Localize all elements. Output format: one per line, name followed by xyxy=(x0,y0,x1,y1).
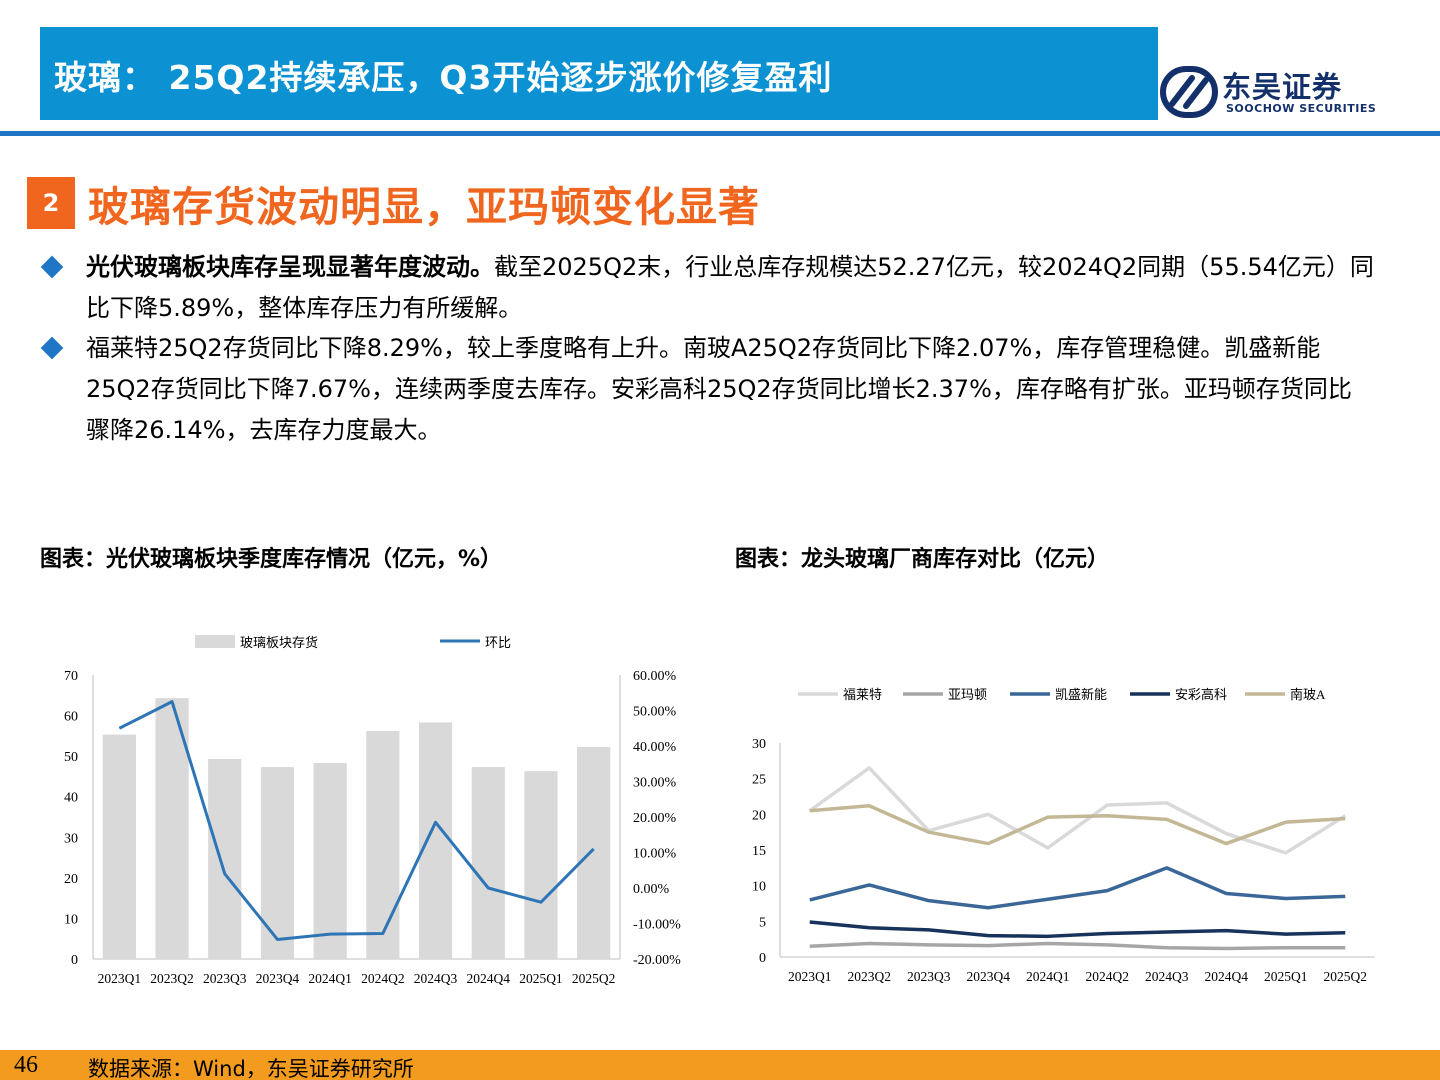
legend-label: 福莱特 xyxy=(843,687,882,702)
left-y-tick-label: 20 xyxy=(64,872,78,887)
x-tick-label: 2024Q2 xyxy=(361,971,405,986)
right-y-tick-label: 50.00% xyxy=(633,705,677,720)
x-tick-label: 2024Q1 xyxy=(1026,969,1070,984)
page-number: 46 xyxy=(14,1052,38,1078)
right-y-tick-label: 30.00% xyxy=(633,776,677,791)
right-y-tick-label: 0.00% xyxy=(633,882,670,897)
footer-bar xyxy=(0,1050,1440,1080)
y-tick-label: 10 xyxy=(752,880,766,895)
legend-label: 安彩高科 xyxy=(1175,687,1227,702)
bullet-item: 福莱特25Q2存货同比下降8.29%，较上季度略有上升。南玻A25Q2存货同比下… xyxy=(40,328,1374,453)
legend-swatch-bar xyxy=(195,635,235,648)
bullet-body: 截至2025Q2末，行业总库存规模达52.27亿元，较2024Q2同期（55.5… xyxy=(86,253,1374,322)
x-tick-label: 2025Q2 xyxy=(1324,969,1368,984)
left-y-tick-label: 40 xyxy=(64,791,78,806)
inventory-bar xyxy=(577,746,611,959)
logo-text-cn: 东吴证券 xyxy=(1222,70,1343,104)
x-tick-label: 2024Q4 xyxy=(467,971,511,986)
inventory-bar xyxy=(102,734,136,959)
x-tick-label: 2025Q1 xyxy=(1264,969,1308,984)
title-bar: 玻璃： 25Q2持续承压，Q3开始逐步涨价修复盈利 xyxy=(40,27,1158,120)
x-tick-label: 2024Q1 xyxy=(308,971,352,986)
right-y-tick-label: 20.00% xyxy=(633,811,677,826)
inventory-bar xyxy=(418,722,453,959)
x-tick-label: 2023Q3 xyxy=(203,971,247,986)
section-title: 玻璃存货波动明显，亚玛顿变化显著 xyxy=(88,183,760,231)
right-y-tick-label: 10.00% xyxy=(633,847,677,862)
left-y-tick-label: 50 xyxy=(64,750,78,765)
legend-label: 玻璃板块存货 xyxy=(240,635,318,650)
right-chart-title: 图表：龙头玻璃厂商库存对比（亿元） xyxy=(735,547,1110,572)
right-y-tick-label: 60.00% xyxy=(633,669,677,684)
inventory-bar-line-chart: 0 10 20 30 40 50 60 70 -20.00% -10.00% 0.00% 10.00%… xyxy=(64,635,681,986)
legend-label: 环比 xyxy=(485,635,511,650)
company-logo: 东吴证券 SOOCHOW SECURITIES xyxy=(1160,64,1380,120)
y-tick-label: 30 xyxy=(752,737,766,752)
series-line xyxy=(809,866,1346,910)
series-line xyxy=(809,920,1346,939)
diamond-bullet-icon xyxy=(40,336,64,360)
logo-mark-icon xyxy=(1160,66,1218,118)
left-y-tick-label: 60 xyxy=(64,710,78,725)
qoq-line xyxy=(118,700,595,941)
y-tick-label: 20 xyxy=(752,808,766,823)
page-title: 玻璃： 25Q2持续承压，Q3开始逐步涨价修复盈利 xyxy=(54,58,833,97)
x-tick-label: 2023Q4 xyxy=(256,971,300,986)
left-chart-title: 图表：光伏玻璃板块季度库存情况（亿元，%） xyxy=(40,547,503,572)
bullet-bold-lead: 光伏玻璃板块库存呈现显著年度波动。 xyxy=(86,253,494,281)
leaders-inventory-line-chart: 0 5 10 15 20 25 30 2023Q1 2023Q2 2023Q3 2023Q4 2024… xyxy=(752,687,1375,984)
series-line xyxy=(809,804,1346,846)
left-y-tick-label: 30 xyxy=(64,831,78,846)
legend-label: 南玻A xyxy=(1290,687,1326,702)
bullet-body: 福莱特25Q2存货同比下降8.29%，较上季度略有上升。南玻A25Q2存货同比下… xyxy=(86,334,1352,444)
section-number-badge: 2 xyxy=(27,177,75,229)
inventory-bar xyxy=(260,767,295,959)
inventory-bar xyxy=(366,730,400,959)
inventory-bar xyxy=(471,767,505,959)
x-tick-label: 2023Q2 xyxy=(150,971,194,986)
bullet-text: 光伏玻璃板块库存呈现显著年度波动。截至2025Q2末，行业总库存规模达52.27… xyxy=(86,247,1374,329)
bullet-item: 光伏玻璃板块库存呈现显著年度波动。截至2025Q2末，行业总库存规模达52.27… xyxy=(40,247,1374,329)
y-tick-label: 25 xyxy=(752,773,766,788)
x-tick-label: 2023Q1 xyxy=(788,969,832,984)
x-tick-label: 2025Q2 xyxy=(572,971,616,986)
left-y-tick-label: 10 xyxy=(64,912,78,927)
data-source: 数据来源：Wind，东吴证券研究所 xyxy=(88,1057,414,1080)
header-divider xyxy=(0,131,1440,136)
diamond-bullet-icon xyxy=(40,255,64,279)
y-tick-label: 5 xyxy=(759,915,766,930)
right-y-tick-label: -20.00% xyxy=(633,953,681,968)
x-tick-label: 2024Q2 xyxy=(1086,969,1130,984)
left-y-tick-label: 70 xyxy=(64,669,78,684)
right-y-tick-label: 40.00% xyxy=(633,740,677,755)
legend-label: 亚玛顿 xyxy=(948,687,987,702)
logo-text-en: SOOCHOW SECURITIES xyxy=(1226,102,1377,115)
series-line xyxy=(809,941,1346,951)
bullet-text: 福莱特25Q2存货同比下降8.29%，较上季度略有上升。南玻A25Q2存货同比下… xyxy=(86,328,1374,451)
x-tick-label: 2025Q1 xyxy=(519,971,563,986)
x-tick-label: 2023Q4 xyxy=(967,969,1011,984)
y-tick-label: 0 xyxy=(759,951,766,966)
x-tick-label: 2023Q2 xyxy=(848,969,892,984)
x-tick-label: 2024Q3 xyxy=(1145,969,1189,984)
y-tick-label: 15 xyxy=(752,844,766,859)
legend-label: 凯盛新能 xyxy=(1055,687,1107,702)
x-tick-label: 2023Q1 xyxy=(98,971,142,986)
inventory-bar xyxy=(524,771,558,959)
right-y-tick-label: -10.00% xyxy=(633,918,681,933)
left-y-tick-label: 0 xyxy=(71,953,78,968)
inventory-bar xyxy=(313,763,347,959)
x-tick-label: 2024Q4 xyxy=(1205,969,1249,984)
inventory-bar xyxy=(208,758,242,959)
x-tick-label: 2024Q3 xyxy=(414,971,458,986)
x-tick-label: 2023Q3 xyxy=(907,969,951,984)
series-line xyxy=(808,766,1347,855)
